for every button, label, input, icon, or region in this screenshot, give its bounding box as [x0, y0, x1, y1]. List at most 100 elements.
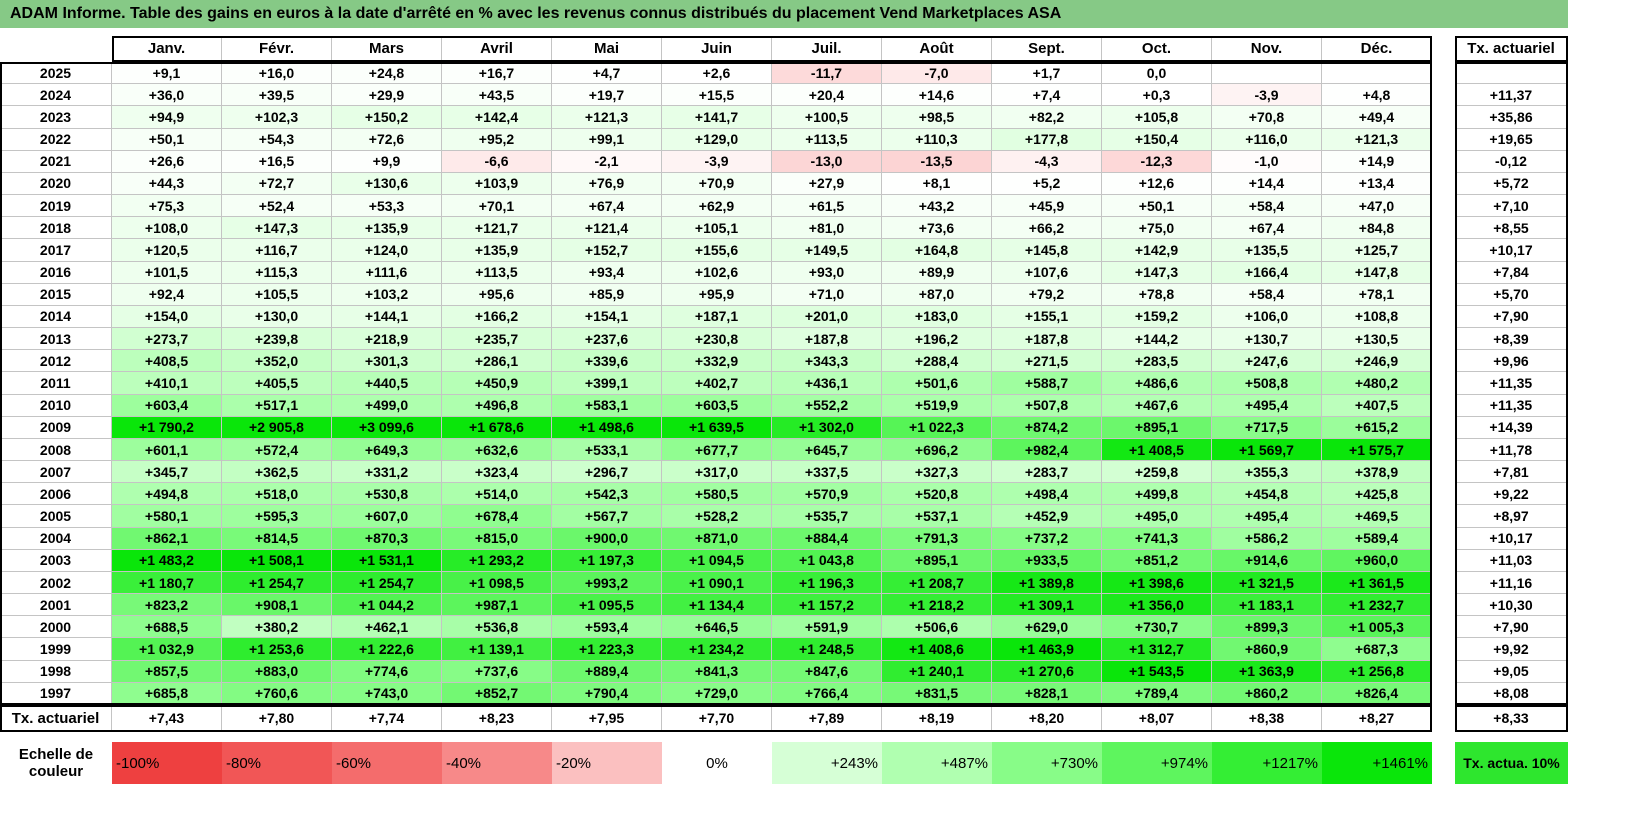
value-cell: +2,6 [662, 62, 772, 85]
value-cell: +93,0 [772, 261, 882, 284]
value-cell: +789,4 [1102, 682, 1212, 705]
value-cell: +501,6 [882, 372, 992, 395]
value-cell: +517,1 [222, 394, 332, 417]
value-cell: +129,0 [662, 128, 772, 151]
value-cell: +98,5 [882, 106, 992, 129]
row-label: 2012 [0, 350, 112, 373]
value-cell: +58,4 [1212, 195, 1322, 218]
row-label: 2015 [0, 283, 112, 306]
footer-cell: +8,19 [882, 705, 992, 732]
value-cell: +914,6 [1212, 549, 1322, 572]
value-cell: +1 232,7 [1322, 594, 1432, 617]
value-cell: +591,9 [772, 616, 882, 639]
value-cell: +121,7 [442, 217, 552, 240]
value-cell: +47,0 [1322, 195, 1432, 218]
value-cell: +121,3 [552, 106, 662, 129]
column-header: Févr. [222, 36, 332, 62]
scale-step: -100% [112, 742, 222, 784]
row-label: 2025 [0, 62, 112, 85]
value-cell: +72,7 [222, 172, 332, 196]
value-cell: +583,1 [552, 394, 662, 417]
value-cell: +125,7 [1322, 239, 1432, 262]
value-cell: -7,0 [882, 62, 992, 85]
footer-cell: +7,74 [332, 705, 442, 732]
value-cell: +1 254,7 [332, 571, 442, 595]
value-cell: +14,6 [882, 84, 992, 107]
value-cell: +113,5 [442, 261, 552, 284]
value-cell: +101,5 [112, 261, 222, 284]
value-cell: +116,7 [222, 239, 332, 262]
value-cell [1212, 62, 1322, 85]
value-cell: +677,7 [662, 438, 772, 462]
tx-cell: +7,90 [1455, 616, 1568, 639]
value-cell: +982,4 [992, 438, 1102, 462]
value-cell: +108,8 [1322, 305, 1432, 329]
value-cell: +105,1 [662, 217, 772, 240]
value-cell: -2,1 [552, 150, 662, 173]
value-cell: +533,1 [552, 438, 662, 462]
value-cell: +15,5 [662, 84, 772, 107]
value-cell: +1 498,6 [552, 416, 662, 439]
footer-cell: +8,38 [1212, 705, 1322, 732]
value-cell: +857,5 [112, 660, 222, 683]
value-cell: +323,4 [442, 461, 552, 484]
value-cell: +235,7 [442, 328, 552, 351]
row-label: 2011 [0, 372, 112, 395]
tx-cell: +5,72 [1455, 172, 1568, 196]
value-cell: +378,9 [1322, 461, 1432, 484]
value-cell: +1 253,6 [222, 638, 332, 661]
scale-step: +974% [1102, 742, 1212, 784]
column-header: Août [882, 36, 992, 62]
value-cell: +841,3 [662, 660, 772, 683]
value-cell: +1 157,2 [772, 594, 882, 617]
value-cell: +425,8 [1322, 483, 1432, 506]
tx-cell: +9,22 [1455, 483, 1568, 506]
value-cell: +44,3 [112, 172, 222, 196]
value-cell: +790,4 [552, 682, 662, 705]
value-cell: +687,3 [1322, 638, 1432, 661]
value-cell: +147,3 [1102, 261, 1212, 284]
value-cell: +130,6 [332, 172, 442, 196]
value-cell: +102,3 [222, 106, 332, 129]
value-cell: +567,7 [552, 505, 662, 528]
value-cell: +1 183,1 [1212, 594, 1322, 617]
value-cell: +1 531,1 [332, 549, 442, 572]
row-label: 2014 [0, 305, 112, 329]
row-label: 2001 [0, 594, 112, 617]
value-cell: +29,9 [332, 84, 442, 107]
value-cell: +410,1 [112, 372, 222, 395]
value-cell: +495,0 [1102, 505, 1212, 528]
value-cell: +1 312,7 [1102, 638, 1212, 661]
value-cell: +580,5 [662, 483, 772, 506]
value-cell: +536,8 [442, 616, 552, 639]
value-cell: +73,6 [882, 217, 992, 240]
value-cell: -3,9 [662, 150, 772, 173]
value-cell: +629,0 [992, 616, 1102, 639]
value-cell: +78,8 [1102, 283, 1212, 306]
value-cell: +187,1 [662, 305, 772, 329]
value-cell: +1 270,6 [992, 660, 1102, 683]
value-cell: +871,0 [662, 527, 772, 550]
row-label: 2010 [0, 394, 112, 417]
scale-step: +487% [882, 742, 992, 784]
value-cell: +506,6 [882, 616, 992, 639]
value-cell: +1 223,3 [552, 638, 662, 661]
value-cell: +141,7 [662, 106, 772, 129]
value-cell: +874,2 [992, 416, 1102, 439]
scale-tx: Tx. actua. 10% [1455, 742, 1568, 784]
value-cell: +43,5 [442, 84, 552, 107]
value-cell: +62,9 [662, 195, 772, 218]
value-cell: +362,5 [222, 461, 332, 484]
value-cell: +514,0 [442, 483, 552, 506]
value-cell: +589,4 [1322, 527, 1432, 550]
tx-cell: +11,35 [1455, 372, 1568, 395]
value-cell: +16,7 [442, 62, 552, 85]
footer-cell: +8,23 [442, 705, 552, 732]
value-cell: +1 790,2 [112, 416, 222, 439]
value-cell: +1 005,3 [1322, 616, 1432, 639]
value-cell: +89,9 [882, 261, 992, 284]
value-cell: +218,9 [332, 328, 442, 351]
column-header: Sept. [992, 36, 1102, 62]
value-cell: +454,8 [1212, 483, 1322, 506]
value-cell: +507,8 [992, 394, 1102, 417]
